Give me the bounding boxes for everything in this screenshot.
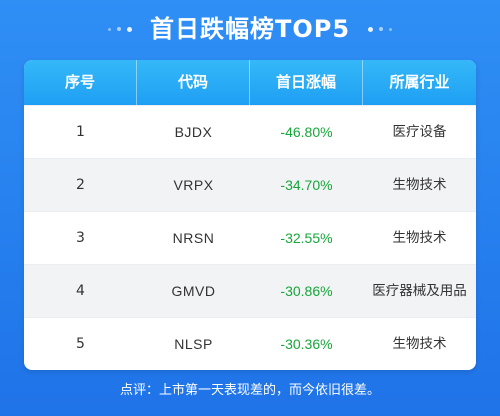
- industry-cell: 生物技术: [392, 230, 447, 246]
- change-cell: -30.36%: [280, 336, 333, 352]
- table-header-row: 序号 代码 首日涨幅 所属行业: [24, 60, 476, 105]
- table-row: 2 VRPX -34.70% 生物技术: [24, 158, 476, 211]
- dot-icon: [126, 26, 132, 32]
- table-row: 4 GMVD -30.86% 医疗器械及用品: [24, 264, 476, 317]
- column-header-code: 代码: [137, 60, 250, 105]
- rank-cell: 4: [76, 283, 85, 299]
- code-cell: GMVD: [171, 283, 216, 299]
- dot-icon: [389, 27, 393, 31]
- change-cell: -32.55%: [280, 230, 333, 246]
- rank-cell: 1: [76, 124, 85, 140]
- change-cell: -30.86%: [280, 283, 333, 299]
- dot-icon: [107, 27, 111, 31]
- table-row: 5 NLSP -30.36% 生物技术: [24, 317, 476, 370]
- page-title: 首日跌幅榜TOP5: [149, 15, 351, 43]
- column-header-change: 首日涨幅: [250, 60, 363, 105]
- table-row: 3 NRSN -32.55% 生物技术: [24, 211, 476, 264]
- industry-cell: 医疗器械及用品: [372, 283, 467, 299]
- rank-cell: 5: [76, 336, 85, 352]
- code-cell: BJDX: [174, 124, 213, 140]
- left-dots-decoration: [107, 26, 132, 32]
- column-header-industry: 所属行业: [389, 73, 450, 91]
- dot-icon: [116, 27, 121, 31]
- code-cell: NRSN: [172, 230, 215, 246]
- rank-cell: 3: [76, 230, 85, 246]
- footer-note: 点评：上市第一天表现差的，而今依旧很差。: [119, 383, 380, 398]
- page-header: 首日跌幅榜TOP5: [0, 0, 500, 58]
- dot-icon: [379, 27, 384, 31]
- code-cell: NLSP: [174, 336, 213, 352]
- change-cell: -34.70%: [280, 177, 333, 193]
- change-cell: -46.80%: [280, 124, 333, 140]
- ranking-table: 序号 代码 首日涨幅 所属行业 1 BJDX -46.80% 医疗设备 2 VR…: [24, 60, 476, 370]
- dot-icon: [368, 26, 374, 32]
- code-cell: VRPX: [173, 177, 214, 193]
- industry-cell: 医疗设备: [392, 124, 447, 140]
- rank-cell: 2: [76, 177, 85, 193]
- table-body: 1 BJDX -46.80% 医疗设备 2 VRPX -34.70% 生物技术 …: [24, 105, 476, 370]
- column-header-rank: 序号: [24, 60, 137, 105]
- right-dots-decoration: [368, 26, 393, 32]
- industry-cell: 生物技术: [392, 177, 447, 193]
- table-row: 1 BJDX -46.80% 医疗设备: [24, 105, 476, 158]
- industry-cell: 生物技术: [392, 336, 447, 352]
